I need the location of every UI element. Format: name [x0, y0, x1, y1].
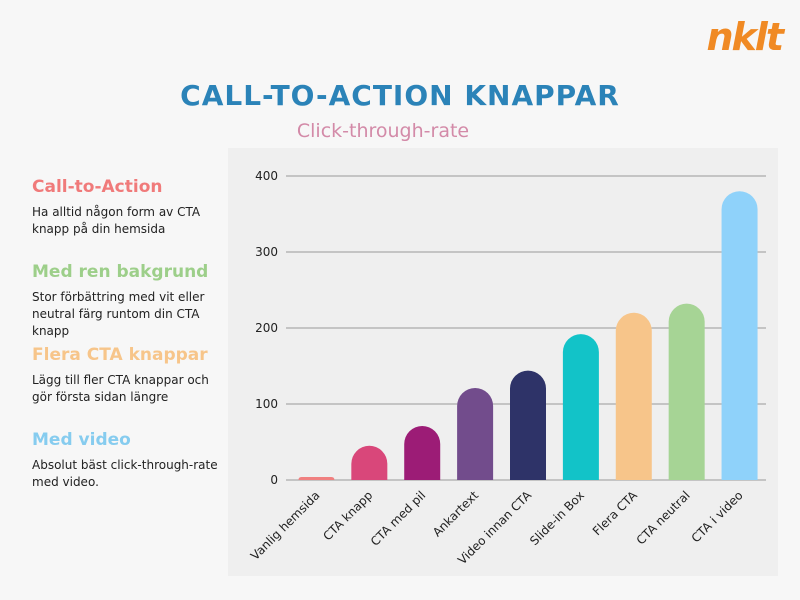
chart-subtitle: Click-through-rate	[296, 120, 470, 142]
bar	[510, 370, 546, 480]
tip-text: Stor förbättring med vit eller neutral f…	[32, 289, 205, 338]
tip-heading: Call-to-Action	[32, 177, 163, 197]
bar	[562, 334, 599, 480]
x-tick-label: Flera CTA	[590, 488, 641, 539]
tip-text: Absolut bäst click-through-rate med vide…	[32, 457, 218, 489]
bar	[668, 303, 705, 480]
tip-heading: Med video	[32, 430, 131, 450]
x-tick-label: CTA knapp	[320, 488, 375, 543]
y-tick-label: 0	[270, 473, 278, 487]
bar	[457, 388, 494, 480]
y-tick-label: 300	[255, 245, 278, 259]
brand-logo: nklt	[706, 15, 784, 59]
tip-text: Lägg till fler CTA knappar och gör först…	[32, 372, 209, 404]
x-tick-label: Ankartext	[430, 488, 481, 539]
x-tick-label: Vanlig hemsida	[248, 488, 323, 563]
tip-video: Med video Absolut bäst click-through-rat…	[32, 430, 232, 491]
y-tick-label: 100	[255, 397, 278, 411]
tip-text: Ha alltid någon form av CTA knapp på din…	[32, 204, 201, 236]
y-tick-label: 400	[255, 169, 278, 183]
x-tick-label: Slide-in Box	[527, 488, 587, 548]
bar	[615, 312, 652, 480]
x-tick-label: CTA med pil	[368, 488, 429, 549]
y-tick-label: 200	[255, 321, 278, 335]
tip-call-to-action: Call-to-Action Ha alltid någon form av C…	[32, 177, 232, 238]
tip-multiple-cta: Flera CTA knappar Lägg till fler CTA kna…	[32, 345, 232, 406]
tip-heading: Med ren bakgrund	[32, 262, 209, 282]
x-tick-label: CTA neutral	[634, 488, 693, 547]
x-tick-label: CTA i video	[689, 488, 746, 545]
bar	[404, 426, 441, 480]
bar	[298, 476, 335, 480]
bar	[721, 191, 758, 480]
tip-clean-background: Med ren bakgrund Stor förbättring med vi…	[32, 262, 232, 340]
bar	[351, 445, 388, 480]
page-title: CALL-TO-ACTION KNAPPAR	[180, 79, 620, 112]
chart-panel: 0 100 200 300 400 Vanlig hemsida CTA knapp CTA …	[228, 148, 778, 576]
tip-heading: Flera CTA knappar	[32, 345, 208, 365]
